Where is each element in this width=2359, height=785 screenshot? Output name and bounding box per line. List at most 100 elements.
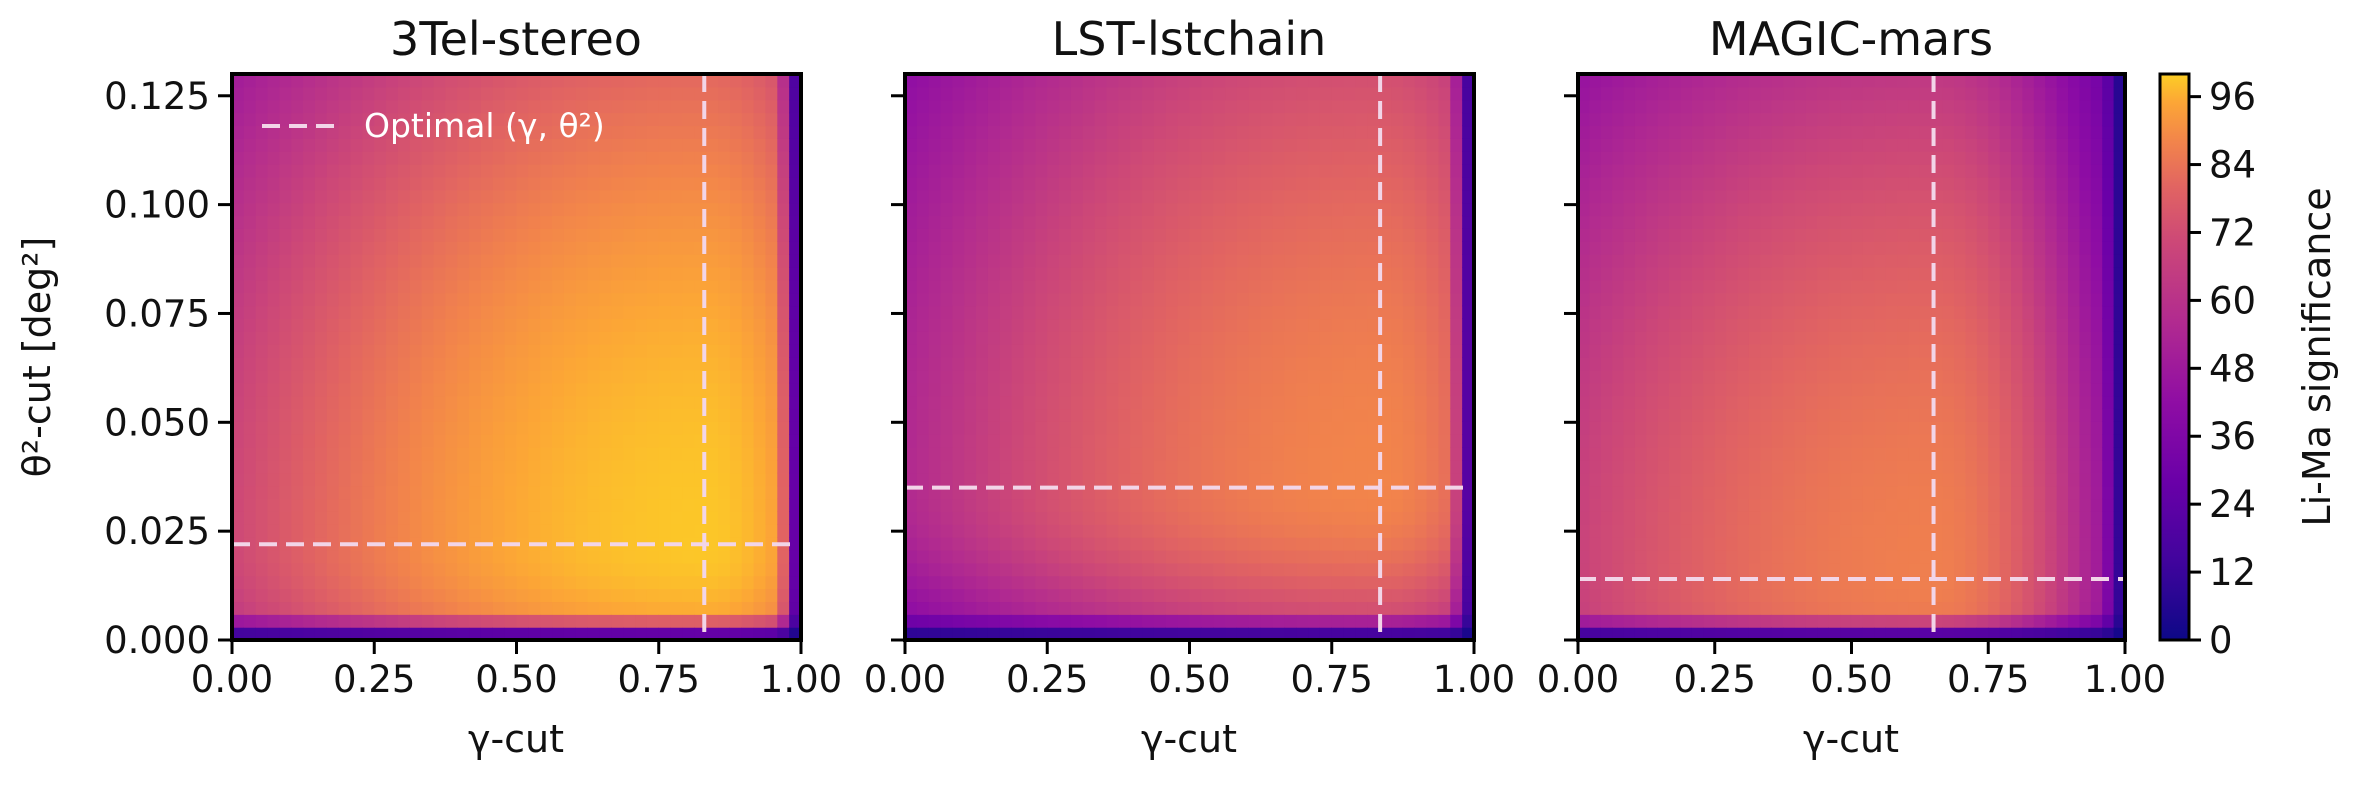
heatmap-cell [1726,292,1739,307]
heatmap-cell [469,331,482,345]
heatmap-cell [1177,279,1191,294]
heatmap-cell [267,176,281,191]
heatmap-cell [1714,189,1727,204]
heatmap-cell [1308,472,1321,487]
heatmap-cell [753,575,767,590]
heatmap-cell [469,138,482,152]
heatmap-cell [279,472,292,487]
y-tick-label: 0.000 [104,619,210,662]
heatmap-cell [386,421,399,435]
heatmap-cell [563,395,577,410]
heatmap-cell [1308,498,1321,512]
heatmap-cell [670,202,684,217]
heatmap-cell [243,176,257,191]
heatmap-cell [1367,408,1380,422]
heatmap-cell [646,575,660,590]
heatmap-cell [1047,562,1060,577]
heatmap-cell [338,588,352,603]
heatmap-cell [492,254,506,268]
heatmap-cell [1011,344,1025,358]
heatmap-cell [421,151,435,165]
heatmap-cell [1153,369,1167,384]
heatmap-cell [326,485,340,500]
heatmap-cell [492,601,506,615]
heatmap-cell [1047,138,1060,152]
heatmap-cell [1130,408,1143,422]
heatmap-cell [1142,369,1155,384]
heatmap-cell [409,215,423,229]
heatmap-cell [729,459,743,474]
heatmap-cell [718,395,731,410]
heatmap-cell [765,254,778,268]
heatmap-cell [976,138,989,152]
x-tick-label: 1.00 [760,658,842,701]
heatmap-cell [587,498,601,512]
heatmap-cell [1011,86,1025,101]
heatmap-cell [1737,202,1750,217]
heatmap-cell [999,627,1013,640]
heatmap-cell [1189,241,1202,255]
heatmap-cell [1225,524,1238,538]
heatmap-cell [1343,292,1357,307]
heatmap-cell [540,215,553,229]
heatmap-cell [1391,164,1404,178]
heatmap-cell [1426,241,1440,255]
heatmap-cell [1296,549,1309,564]
heatmap-cell [1165,125,1179,139]
heatmap-cell [540,357,553,371]
heatmap-cell [279,614,292,628]
heatmap-cell [976,421,989,435]
heatmap-cell [940,408,954,422]
heatmap-cell [457,485,470,500]
heatmap-cell [1082,562,1096,577]
heatmap-cell [1748,459,1761,474]
heatmap-magic-mars [1578,74,2125,640]
heatmap-cell [599,537,612,551]
heatmap-cell [1059,112,1072,127]
heatmap-cell [670,138,684,152]
heatmap-cell [1165,228,1179,242]
heatmap-cell [646,627,660,640]
heatmap-cell [1680,369,1693,384]
heatmap-cell [999,125,1013,139]
heatmap-cell [1118,125,1131,139]
heatmap-cell [940,254,954,268]
heatmap-cell [1462,202,1474,217]
heatmap-cell [1308,99,1321,114]
heatmap-cell [1680,498,1693,512]
heatmap-cell [1623,588,1636,603]
heatmap-cell [1343,266,1357,281]
heatmap-cell [575,344,589,358]
heatmap-cell [718,112,731,127]
heatmap-cell [1438,344,1451,358]
heatmap-cell [504,395,518,410]
heatmap-cell [952,537,965,551]
heatmap-cell [1059,151,1072,165]
heatmap-cell [386,202,399,217]
heatmap-cell [1272,241,1285,255]
heatmap-cell [1153,575,1167,590]
heatmap-cell [445,357,458,371]
heatmap-cell [397,266,411,281]
heatmap-cell [1094,498,1108,512]
heatmap-cell [386,614,399,628]
heatmap-cell [1669,228,1682,242]
heatmap-cell [243,202,257,217]
heatmap-cell [1646,292,1659,307]
heatmap-cell [386,627,399,640]
heatmap-cell [1669,627,1682,640]
heatmap-cell [243,241,257,255]
heatmap-cell [646,176,660,191]
heatmap-cell [964,215,977,229]
heatmap-cell [765,562,778,577]
heatmap-cell [1236,202,1250,217]
heatmap-cell [1367,266,1380,281]
heatmap-cell [905,382,918,397]
heatmap-cell [1153,511,1167,525]
heatmap-cell [635,408,648,422]
heatmap-cell [694,305,707,320]
heatmap-cell [1379,125,1392,139]
heatmap-cell [1225,421,1238,435]
heatmap-cell [1623,472,1636,487]
heatmap-cell [445,421,458,435]
